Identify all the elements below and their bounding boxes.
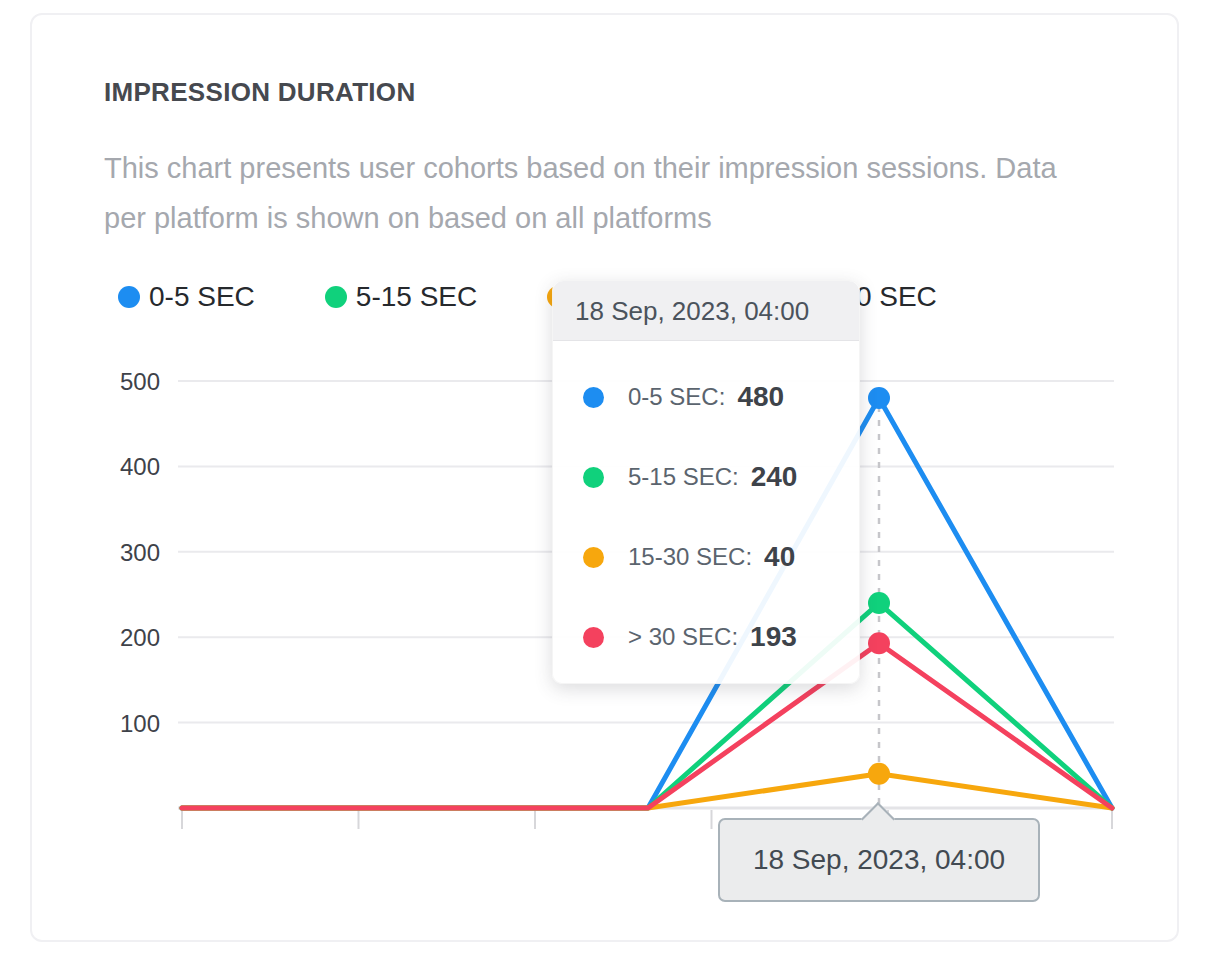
impression-duration-widget: IMPRESSION DURATION This chart presents …: [0, 0, 1217, 980]
series-line-15-30-sec: [182, 774, 1112, 808]
tooltip-timestamp: 18 Sep, 2023, 04:00: [553, 281, 859, 341]
y-axis-label: 500: [120, 368, 160, 395]
tooltip-row: 0-5 SEC: 480: [553, 357, 859, 437]
tooltip-series-label: 0-5 SEC:: [628, 383, 725, 411]
y-axis-label: 200: [120, 624, 160, 651]
tooltip-row: > 30 SEC: 193: [553, 597, 859, 677]
tooltip-series-value: 193: [750, 621, 797, 653]
tooltip-series-label: > 30 SEC:: [628, 623, 738, 651]
tooltip-row: 5-15 SEC: 240: [553, 437, 859, 517]
y-axis-label: 300: [120, 539, 160, 566]
x-axis-tooltip: 18 Sep, 2023, 04:00: [718, 818, 1040, 902]
y-axis-label: 400: [120, 453, 160, 480]
chart-tooltip: 18 Sep, 2023, 04:00 0-5 SEC: 480 5-15 SEC:…: [552, 280, 860, 684]
series-point-0-5-sec: [868, 387, 890, 409]
tooltip-series-value: 480: [737, 381, 784, 413]
y-axis-label: 100: [120, 710, 160, 737]
tooltip-series-dot-icon: [583, 547, 604, 568]
tooltip-body: 0-5 SEC: 480 5-15 SEC: 240 15-30 SEC: 40 > 30 …: [553, 341, 859, 683]
tooltip-series-value: 240: [751, 461, 798, 493]
tooltip-row: 15-30 SEC: 40: [553, 517, 859, 597]
tooltip-series-label: 5-15 SEC:: [628, 463, 739, 491]
series-point-5-15-sec: [868, 592, 890, 614]
x-axis-tooltip-timestamp: 18 Sep, 2023, 04:00: [753, 844, 1005, 876]
series-point-15-30-sec: [868, 763, 890, 785]
tooltip-series-dot-icon: [583, 387, 604, 408]
tooltip-series-dot-icon: [583, 467, 604, 488]
tooltip-series-dot-icon: [583, 627, 604, 648]
series-point--30-sec: [868, 632, 890, 654]
tooltip-series-value: 40: [764, 541, 795, 573]
tooltip-series-label: 15-30 SEC:: [628, 543, 752, 571]
